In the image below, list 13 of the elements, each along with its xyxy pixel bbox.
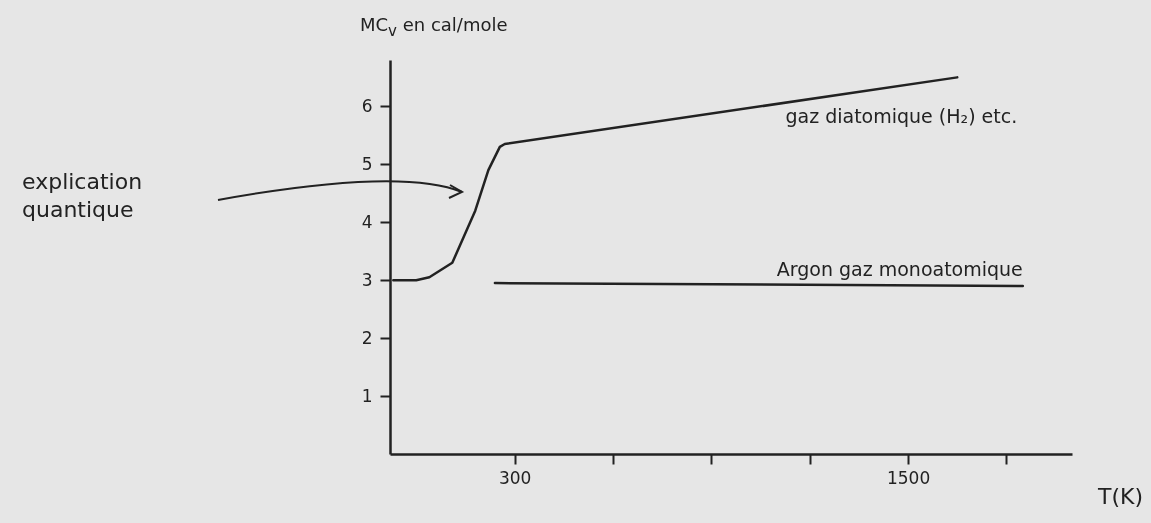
series-label: Argon gaz monoatomique	[776, 257, 1023, 280]
series-label: gaz diatomique (H₂) etc.	[785, 105, 1018, 128]
y-tick-label: 1	[361, 385, 373, 406]
x-tick-label: 1500	[886, 467, 931, 488]
x-axis-title: T(K)	[1097, 484, 1143, 509]
y-tick-label: 3	[361, 269, 373, 290]
y-tick-label: 6	[361, 95, 373, 116]
y-tick-label: 2	[361, 327, 373, 348]
x-tick-label: 300	[498, 467, 532, 488]
y-axis-title: MC$_{v}$ en cal/mole	[360, 14, 508, 40]
y-tick-label: 4	[361, 211, 373, 232]
y-tick-label: 5	[361, 153, 373, 174]
text: explication quantique	[22, 168, 144, 224]
